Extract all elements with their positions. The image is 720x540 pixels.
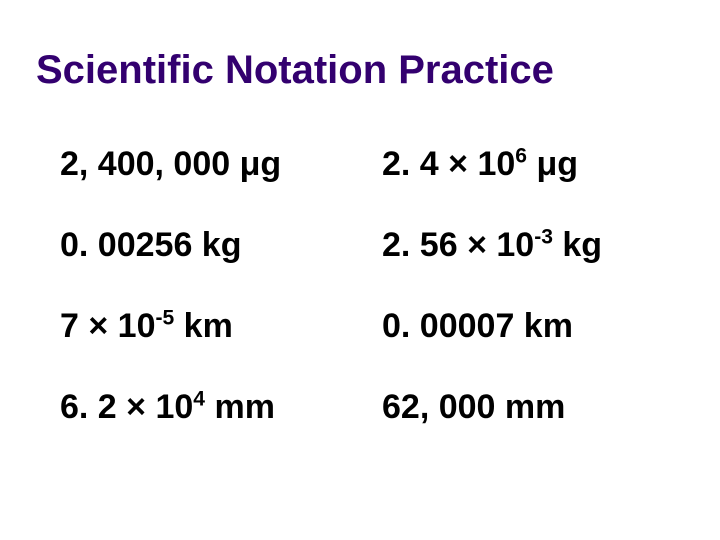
exponent-text: -5 [155,307,174,330]
cell-right: 2. 4 × 106 μg [382,145,578,184]
table-row: 7 × 10-5 km 0. 00007 km [60,307,680,346]
table-row: 6. 2 × 104 mm 62, 000 mm [60,388,680,427]
cell-left: 0. 00256 kg [60,226,382,265]
unit-text: mm [205,388,275,426]
value-text: 0. 00007 km [382,307,573,345]
cell-left: 2, 400, 000 μg [60,145,382,184]
value-text: 62, 000 mm [382,388,565,426]
unit-text: kg [553,226,602,264]
cell-right: 62, 000 mm [382,388,565,427]
coefficient-text: 6. 2 × 10 [60,388,193,426]
value-text: 0. 00256 kg [60,226,241,264]
cell-right: 0. 00007 km [382,307,573,346]
unit-text: km [174,307,233,345]
exponent-text: 4 [193,388,205,411]
coefficient-text: 2. 4 × 10 [382,145,515,183]
value-text: 2, 400, 000 μg [60,145,281,183]
page-title: Scientific Notation Practice [36,48,554,93]
table-row: 0. 00256 kg 2. 56 × 10-3 kg [60,226,680,265]
table-row: 2, 400, 000 μg 2. 4 × 106 μg [60,145,680,184]
exponent-text: 6 [515,145,527,168]
cell-right: 2. 56 × 10-3 kg [382,226,602,265]
exponent-text: -3 [534,226,553,249]
practice-table: 2, 400, 000 μg 2. 4 × 106 μg 0. 00256 kg… [60,145,680,469]
cell-left: 7 × 10-5 km [60,307,382,346]
unit-text: μg [527,145,578,183]
cell-left: 6. 2 × 104 mm [60,388,382,427]
coefficient-text: 7 × 10 [60,307,155,345]
coefficient-text: 2. 56 × 10 [382,226,534,264]
